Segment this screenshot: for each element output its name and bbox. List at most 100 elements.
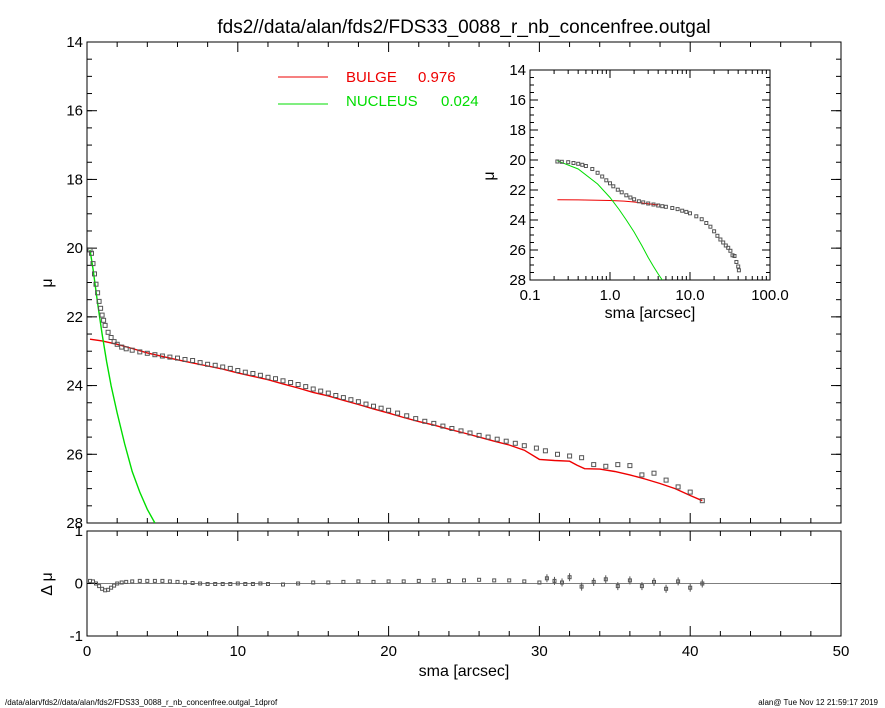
main-data-point — [371, 403, 376, 409]
main-data-point — [476, 432, 482, 438]
main-data-point — [310, 386, 316, 392]
inset-ytick-label: 22 — [509, 182, 526, 199]
res-data-point — [167, 579, 172, 584]
inset-data-point — [604, 178, 609, 183]
main-data-point — [579, 455, 585, 461]
main-data-point — [108, 335, 114, 340]
main-data-point — [355, 399, 361, 405]
inset-data-point — [590, 167, 595, 171]
main-series-group — [87, 247, 705, 523]
main-data-point — [699, 498, 705, 504]
res-xtick-label: 50 — [833, 643, 850, 660]
main-data-point — [129, 347, 135, 353]
inset-data-point — [715, 233, 720, 238]
main-data-point — [386, 407, 392, 413]
inset-data-point — [699, 217, 704, 222]
inset-x-ticks: 0.1 1.0 10.0 100.0 — [520, 70, 789, 304]
main-data-point — [102, 322, 108, 328]
inset-data-point — [712, 229, 717, 234]
res-data-point — [106, 587, 111, 592]
inset-data-point — [619, 190, 624, 195]
main-data-point — [250, 371, 256, 376]
main-x-ticks — [86, 42, 842, 523]
res-data-point — [492, 578, 497, 583]
res-data-point — [145, 578, 150, 583]
main-data-point — [105, 329, 111, 335]
res-data-point — [190, 581, 195, 585]
main-data-point — [96, 298, 102, 304]
main-line-nucleus — [89, 249, 156, 523]
main-data-point — [137, 349, 143, 355]
res-data-point — [311, 580, 316, 585]
inset-data-point — [694, 214, 699, 219]
main-data-point — [144, 350, 150, 356]
res-data-point — [94, 581, 98, 586]
inset-data-point — [576, 161, 581, 166]
res-data-point — [152, 578, 157, 583]
residual-panel: -101 0 10 20 30 40 50 Δ μ sma [arcsec] — [39, 523, 849, 680]
inset-ytick-label: 26 — [509, 242, 526, 259]
main-data-point — [555, 451, 560, 457]
res-xtick-label: 40 — [682, 643, 699, 660]
res-data-point — [243, 582, 248, 586]
main-data-point — [378, 405, 384, 411]
res-data-point — [119, 580, 124, 585]
main-data-point — [494, 436, 500, 442]
main-data-point — [615, 462, 621, 468]
res-data-point — [91, 579, 95, 584]
inset-xtick-label: 10.0 — [675, 287, 704, 304]
res-data-point — [175, 579, 180, 584]
inset-ytick-label: 24 — [509, 212, 526, 229]
main-data-point — [212, 362, 218, 368]
main-data-point — [687, 489, 693, 495]
inset-data-point — [611, 184, 616, 189]
main-data-point — [318, 388, 324, 394]
res-ytick-label: 1 — [75, 523, 83, 540]
inset-data-point — [684, 209, 689, 214]
inset-data-point — [632, 197, 637, 202]
residual-x-axis-label: sma [arcsec] — [419, 663, 510, 680]
inset-data-point — [646, 201, 651, 206]
main-data-point — [220, 364, 226, 370]
res-data-point — [416, 578, 421, 583]
main-data-point — [205, 361, 211, 367]
main-ytick-label: 28 — [66, 515, 83, 532]
res-data-point — [281, 582, 285, 587]
main-data-point — [348, 397, 354, 403]
inset-data-point — [571, 161, 576, 165]
inset-data-point — [680, 208, 685, 213]
res-data-point — [356, 579, 361, 584]
res-data-point — [160, 578, 165, 583]
main-data-point — [111, 339, 117, 345]
main-ytick-label: 26 — [66, 446, 83, 463]
inset-xtick-label: 1.0 — [600, 287, 621, 304]
res-data-point — [477, 577, 482, 582]
main-data-point — [567, 453, 573, 459]
main-ytick-label: 20 — [66, 240, 83, 257]
main-data-point — [340, 395, 346, 401]
res-data-point — [228, 582, 233, 586]
inset-ytick-label: 14 — [509, 62, 526, 79]
inset-panel: 14 16 18 20 22 24 26 28 0.1 1.0 10.0 100.0 μ sma [… — [481, 62, 789, 322]
main-ytick-label: 18 — [66, 171, 83, 188]
main-data-point — [512, 440, 518, 446]
main-data-point — [591, 462, 597, 468]
res-xtick-label: 20 — [380, 643, 397, 660]
footer-timestamp: alan@ Tue Nov 12 21:59:17 2019 — [758, 698, 878, 707]
main-data-point — [280, 378, 286, 384]
legend-label-nucleus: NUCLEUS — [346, 93, 418, 110]
inset-data-point — [718, 237, 723, 242]
main-data-point — [235, 368, 241, 373]
res-data-point — [296, 581, 301, 586]
main-data-point — [627, 463, 633, 469]
res-data-point — [266, 582, 270, 586]
inset-ytick-label: 16 — [509, 92, 526, 109]
legend: BULGE 0.976 NUCLEUS 0.024 — [278, 69, 479, 110]
res-data-point — [235, 581, 240, 586]
main-data-point — [99, 312, 105, 318]
inset-plot-frame — [529, 69, 771, 281]
inset-data-point — [670, 206, 675, 210]
main-data-point — [175, 355, 180, 361]
inset-data-point — [615, 187, 620, 192]
